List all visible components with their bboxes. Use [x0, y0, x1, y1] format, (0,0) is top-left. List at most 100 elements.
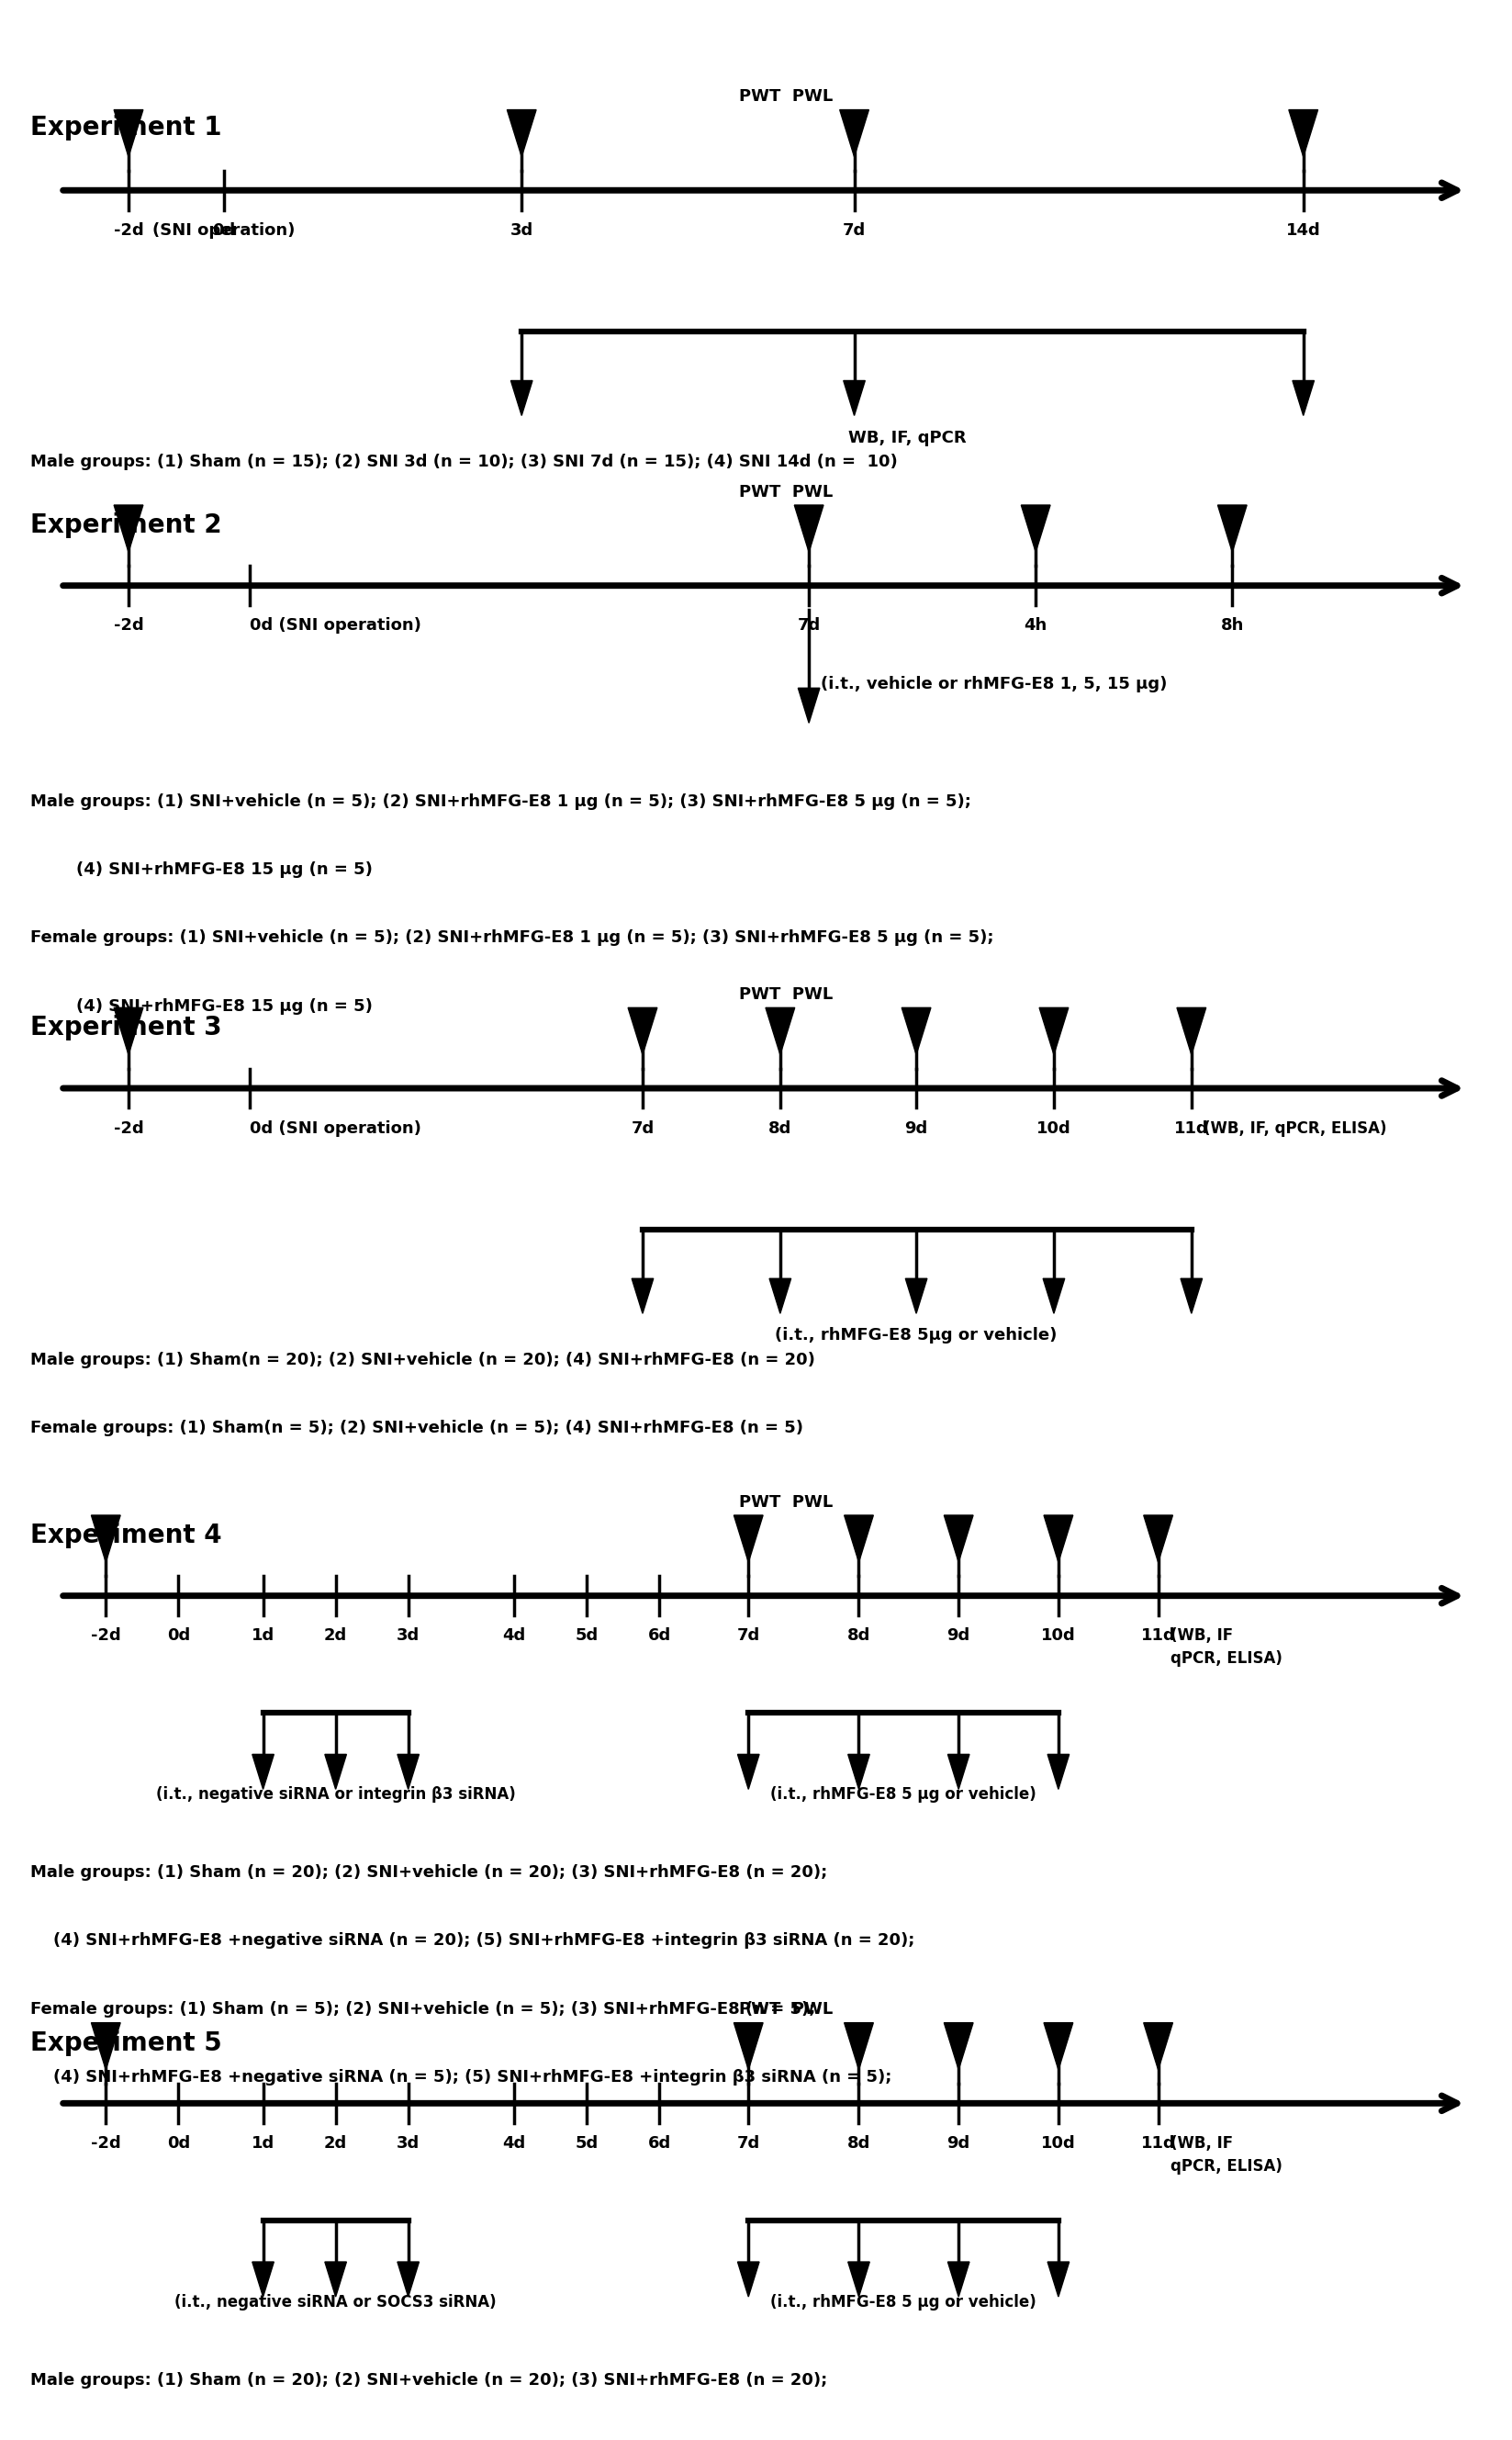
Polygon shape [91, 1515, 121, 1562]
Text: -2d: -2d [91, 1627, 121, 1645]
Text: 2d: 2d [324, 1627, 348, 1645]
Text: (4) SNI+rhMFG-E8 15 μg (n = 5): (4) SNI+rhMFG-E8 15 μg (n = 5) [30, 861, 372, 878]
Polygon shape [113, 1008, 144, 1054]
Polygon shape [1048, 2262, 1069, 2296]
Polygon shape [1176, 1008, 1207, 1054]
Text: (i.t., negative siRNA or SOCS3 siRNA): (i.t., negative siRNA or SOCS3 siRNA) [175, 2294, 496, 2311]
Polygon shape [738, 2262, 759, 2296]
Polygon shape [325, 1754, 346, 1789]
Polygon shape [848, 2262, 869, 2296]
Text: WB, IF, qPCR: WB, IF, qPCR [848, 429, 966, 447]
Text: 8d: 8d [847, 2135, 871, 2152]
Text: 7d: 7d [736, 2135, 761, 2152]
Polygon shape [1143, 1515, 1173, 1562]
Text: Experiment 1: Experiment 1 [30, 115, 222, 142]
Polygon shape [1043, 2023, 1074, 2069]
Text: Experiment 2: Experiment 2 [30, 512, 222, 539]
Text: 0d (SNI operation): 0d (SNI operation) [249, 1120, 420, 1137]
Polygon shape [1048, 1754, 1069, 1789]
Text: PWT  PWL: PWT PWL [739, 2001, 833, 2018]
Text: 10d: 10d [1042, 2135, 1075, 2152]
Polygon shape [1043, 1515, 1074, 1562]
Text: 1d: 1d [251, 1627, 275, 1645]
Polygon shape [1181, 1279, 1202, 1313]
Polygon shape [765, 1008, 795, 1054]
Polygon shape [733, 1515, 764, 1562]
Polygon shape [738, 1754, 759, 1789]
Text: 4h: 4h [1024, 617, 1048, 634]
Polygon shape [794, 505, 824, 551]
Text: PWT  PWL: PWT PWL [739, 483, 833, 500]
Text: (WB, IF
qPCR, ELISA): (WB, IF qPCR, ELISA) [1170, 1627, 1282, 1667]
Polygon shape [839, 110, 869, 156]
Text: (4) SNI+rhMFG-E8 15 μg (n = 5): (4) SNI+rhMFG-E8 15 μg (n = 5) [30, 998, 372, 1015]
Text: 11d: 11d [1142, 2135, 1175, 2152]
Text: 9d: 9d [904, 1120, 928, 1137]
Text: Experiment 3: Experiment 3 [30, 1015, 222, 1042]
Text: -2d: -2d [91, 2135, 121, 2152]
Text: (4) SNI+rhMFG-E8 +negative siRNA (n = 20); (5) SNI+rhMFG-E8 +integrin β3 siRNA (: (4) SNI+rhMFG-E8 +negative siRNA (n = 20… [30, 1932, 915, 1950]
Text: -2d: -2d [113, 222, 144, 239]
Polygon shape [844, 381, 865, 415]
Polygon shape [848, 1754, 869, 1789]
Text: 0d (SNI operation): 0d (SNI operation) [249, 617, 420, 634]
Text: 7d: 7d [797, 617, 821, 634]
Text: PWT  PWL: PWT PWL [739, 986, 833, 1003]
Polygon shape [906, 1279, 927, 1313]
Text: Male groups: (1) Sham(n = 20); (2) SNI+vehicle (n = 20); (4) SNI+rhMFG-E8 (n = 2: Male groups: (1) Sham(n = 20); (2) SNI+v… [30, 1352, 815, 1369]
Polygon shape [1288, 110, 1318, 156]
Text: 7d: 7d [631, 1120, 655, 1137]
Polygon shape [511, 381, 532, 415]
Polygon shape [943, 1515, 974, 1562]
Text: 5d: 5d [575, 2135, 599, 2152]
Text: 7d: 7d [736, 1627, 761, 1645]
Text: (i.t., rhMFG-E8 5 μg or vehicle): (i.t., rhMFG-E8 5 μg or vehicle) [771, 1786, 1036, 1803]
Text: Female groups: (1) SNI+vehicle (n = 5); (2) SNI+rhMFG-E8 1 μg (n = 5); (3) SNI+r: Female groups: (1) SNI+vehicle (n = 5); … [30, 930, 993, 947]
Polygon shape [91, 2023, 121, 2069]
Polygon shape [1043, 1279, 1064, 1313]
Text: 8d: 8d [847, 1627, 871, 1645]
Text: 1d: 1d [251, 2135, 275, 2152]
Polygon shape [325, 2262, 346, 2296]
Text: 3d: 3d [396, 2135, 420, 2152]
Text: 8d: 8d [768, 1120, 792, 1137]
Text: 9d: 9d [947, 1627, 971, 1645]
Polygon shape [1039, 1008, 1069, 1054]
Polygon shape [113, 505, 144, 551]
Text: (i.t., rhMFG-E8 5μg or vehicle): (i.t., rhMFG-E8 5μg or vehicle) [776, 1327, 1057, 1344]
Text: Experiment 4: Experiment 4 [30, 1523, 222, 1549]
Polygon shape [948, 1754, 969, 1789]
Text: 11d: 11d [1142, 1627, 1175, 1645]
Text: 7d: 7d [842, 222, 866, 239]
Text: 4d: 4d [502, 1627, 526, 1645]
Text: 11d: 11d [1175, 1120, 1208, 1137]
Polygon shape [1293, 381, 1314, 415]
Text: 0d: 0d [166, 1627, 191, 1645]
Text: 4d: 4d [502, 2135, 526, 2152]
Text: (SNI operation): (SNI operation) [153, 222, 295, 239]
Text: 0d: 0d [212, 222, 236, 239]
Text: (WB, IF, qPCR, ELISA): (WB, IF, qPCR, ELISA) [1204, 1120, 1387, 1137]
Polygon shape [844, 2023, 874, 2069]
Polygon shape [1217, 505, 1247, 551]
Text: 3d: 3d [396, 1627, 420, 1645]
Polygon shape [398, 1754, 419, 1789]
Text: -2d: -2d [113, 617, 144, 634]
Polygon shape [733, 2023, 764, 2069]
Text: 10d: 10d [1042, 1627, 1075, 1645]
Polygon shape [798, 688, 820, 722]
Text: -2d: -2d [113, 1120, 144, 1137]
Polygon shape [844, 1515, 874, 1562]
Text: (i.t., vehicle or rhMFG-E8 1, 5, 15 μg): (i.t., vehicle or rhMFG-E8 1, 5, 15 μg) [821, 676, 1167, 693]
Text: Male groups: (1) Sham (n = 15); (2) SNI 3d (n = 10); (3) SNI 7d (n = 15); (4) SN: Male groups: (1) Sham (n = 15); (2) SNI … [30, 454, 898, 471]
Text: Male groups: (1) SNI+vehicle (n = 5); (2) SNI+rhMFG-E8 1 μg (n = 5); (3) SNI+rhM: Male groups: (1) SNI+vehicle (n = 5); (2… [30, 793, 971, 810]
Text: (i.t., rhMFG-E8 5 μg or vehicle): (i.t., rhMFG-E8 5 μg or vehicle) [771, 2294, 1036, 2311]
Text: 9d: 9d [947, 2135, 971, 2152]
Text: 5d: 5d [575, 1627, 599, 1645]
Polygon shape [627, 1008, 658, 1054]
Text: 0d: 0d [166, 2135, 191, 2152]
Text: Female groups: (1) Sham (n = 5); (2) SNI+vehicle (n = 5); (3) SNI+rhMFG-E8 (n = : Female groups: (1) Sham (n = 5); (2) SNI… [30, 2001, 815, 2018]
Text: (WB, IF
qPCR, ELISA): (WB, IF qPCR, ELISA) [1170, 2135, 1282, 2174]
Text: (4) SNI+rhMFG-E8 +negative siRNA (n = 5); (5) SNI+rhMFG-E8 +integrin β3 siRNA (n: (4) SNI+rhMFG-E8 +negative siRNA (n = 5)… [30, 2069, 892, 2086]
Polygon shape [253, 1754, 274, 1789]
